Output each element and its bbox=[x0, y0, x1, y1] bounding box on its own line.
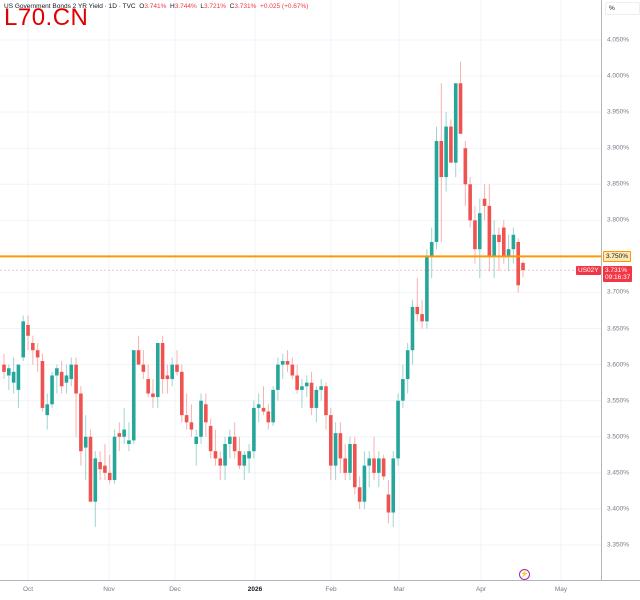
price-tick-label: 3.700% bbox=[607, 288, 630, 296]
chart-plot-area[interactable] bbox=[0, 0, 601, 580]
horizontal-line-price-tag: 3.750% bbox=[603, 251, 632, 263]
time-tick-label: 2026 bbox=[247, 586, 263, 593]
price-tick-label: 3.400% bbox=[607, 505, 630, 513]
price-tick-label: 3.800% bbox=[607, 216, 630, 224]
time-tick-label: Mar bbox=[393, 586, 405, 593]
time-axis[interactable]: Oct Nov Dec 2026 Feb Mar Apr May bbox=[0, 580, 640, 600]
price-axis[interactable]: % 4.050% 4.000% 3.950% 3.900% 3.850% 3.800% 3.… bbox=[601, 0, 640, 580]
price-tick-label: 3.450% bbox=[607, 469, 630, 477]
price-tick-label: 3.600% bbox=[607, 361, 630, 369]
candlestick-chart[interactable] bbox=[0, 0, 601, 580]
high-value: 3.744% bbox=[174, 3, 197, 10]
price-tick-label: 3.500% bbox=[607, 433, 630, 441]
time-tick-label: Nov bbox=[103, 586, 115, 593]
last-price-tag: 3.731% 09:16:37 bbox=[603, 266, 633, 283]
time-tick-label: May bbox=[554, 586, 568, 593]
time-tick-label: Dec bbox=[169, 586, 181, 593]
price-tick-label: 3.350% bbox=[607, 541, 630, 549]
unit-selector[interactable]: % bbox=[605, 2, 640, 15]
time-tick-label: Oct bbox=[22, 586, 34, 593]
event-lightning-icon[interactable]: ⚡ bbox=[519, 569, 530, 580]
symbol-legend: US Government Bonds 2 YR Yield · 1D · TV… bbox=[4, 3, 309, 10]
price-tick-label: 4.000% bbox=[607, 72, 630, 80]
price-tick-label: 4.050% bbox=[607, 36, 630, 44]
symbol-tag: US02Y bbox=[576, 266, 601, 276]
close-value: 3.731% bbox=[234, 3, 257, 10]
price-tick-label: 3.650% bbox=[607, 325, 630, 333]
open-value: 3.741% bbox=[144, 3, 167, 10]
symbol-title: US Government Bonds 2 YR Yield · 1D · TV… bbox=[4, 3, 136, 10]
price-tick-label: 3.900% bbox=[607, 144, 630, 152]
time-tick-label: Feb bbox=[325, 586, 337, 593]
time-tick-label: Apr bbox=[475, 586, 487, 593]
watermark: L70.CN bbox=[4, 4, 89, 31]
price-tick-label: 3.850% bbox=[607, 180, 630, 188]
change-value: +0.025 (+0.67%) bbox=[260, 3, 309, 10]
low-value: 3.721% bbox=[203, 3, 227, 10]
price-tick-label: 3.950% bbox=[607, 108, 630, 116]
price-tick-label: 3.550% bbox=[607, 397, 630, 405]
